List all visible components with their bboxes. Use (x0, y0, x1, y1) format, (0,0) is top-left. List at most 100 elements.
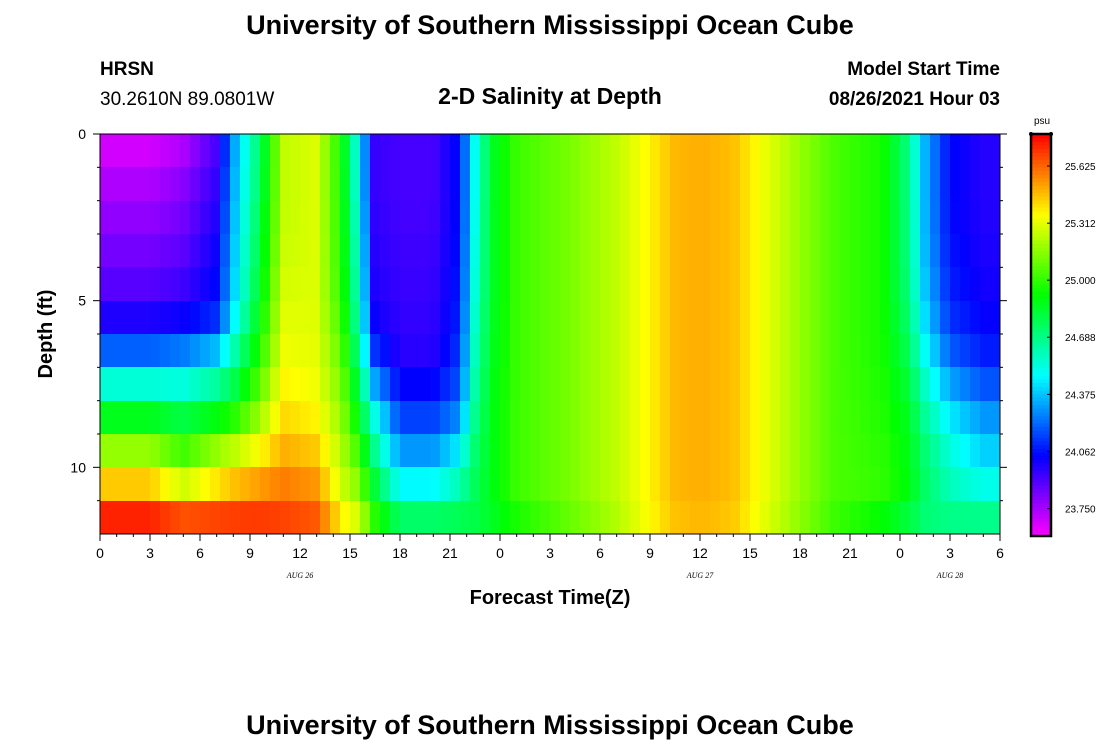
heatmap-cell (710, 501, 720, 534)
heatmap-cell (790, 234, 800, 267)
heatmap-cell (960, 167, 970, 201)
heatmap-cell (730, 167, 740, 201)
heatmap-cell (250, 234, 260, 267)
heatmap-cell (710, 167, 720, 201)
heatmap-cell (930, 134, 940, 167)
heatmap-cell (880, 134, 890, 167)
heatmap-cell (960, 134, 970, 167)
colorbar-swatch (1031, 477, 1051, 482)
colorbar-swatch (1031, 294, 1051, 300)
heatmap-cell (670, 367, 680, 401)
colorbar-swatch (1031, 371, 1051, 376)
heatmap-cell (300, 134, 310, 167)
heatmap-cell (100, 334, 110, 367)
heatmap-cell (650, 401, 660, 434)
heatmap-cell (170, 367, 180, 401)
colorbar-swatch (1031, 283, 1051, 289)
heatmap-cell (590, 134, 600, 167)
x-tick-label: 15 (342, 545, 358, 561)
x-tick-label: 6 (996, 545, 1004, 561)
heatmap-cell (920, 401, 930, 434)
heatmap-cell (130, 467, 140, 501)
heatmap-cell (150, 201, 160, 234)
heatmap-cell (150, 434, 160, 467)
heatmap-cell (140, 367, 150, 401)
heatmap-cell (480, 301, 490, 334)
heatmap-cell (210, 201, 220, 234)
heatmap-cell (800, 501, 810, 534)
heatmap-cell (570, 467, 580, 501)
heatmap-cell (200, 467, 210, 501)
heatmap-cell (970, 401, 980, 434)
heatmap-cell (500, 167, 510, 201)
heatmap-cell (740, 201, 750, 234)
heatmap-cell (720, 201, 730, 234)
heatmap-cell (350, 301, 360, 334)
heatmap-cell (100, 234, 110, 267)
heatmap-cell (360, 467, 370, 501)
heatmap-cell (400, 234, 410, 267)
heatmap-cell (300, 301, 310, 334)
heatmap-cell (480, 467, 490, 501)
heatmap-cell (890, 434, 900, 467)
heatmap-cell (940, 334, 950, 367)
heatmap-cell (130, 401, 140, 434)
heatmap-cell (400, 367, 410, 401)
heatmap-cell (600, 267, 610, 301)
heatmap-cell (270, 301, 280, 334)
heatmap-cell (340, 367, 350, 401)
heatmap-cell (270, 501, 280, 534)
heatmap-cell (810, 201, 820, 234)
heatmap-cell (500, 201, 510, 234)
heatmap-cell (480, 501, 490, 534)
colorbar-swatch (1031, 247, 1051, 252)
heatmap-cell (580, 167, 590, 201)
heatmap-cell (210, 401, 220, 434)
heatmap-cell (770, 234, 780, 267)
model-start-label: Model Start Time (847, 59, 1000, 80)
heatmap-cell (920, 167, 930, 201)
heatmap-cell (240, 267, 250, 301)
heatmap-cell (920, 267, 930, 301)
heatmap-cell (710, 401, 720, 434)
heatmap-cell (470, 501, 480, 534)
colorbar-swatch (1031, 269, 1051, 274)
heatmap-cell (120, 434, 130, 467)
heatmap-cell (280, 334, 290, 367)
colorbar-swatch (1031, 367, 1051, 373)
heatmap-cell (190, 467, 200, 501)
heatmap-cell (870, 367, 880, 401)
heatmap-cell (400, 401, 410, 434)
heatmap-cell (420, 201, 430, 234)
heatmap-cell (710, 267, 720, 301)
heatmap-cell (900, 267, 910, 301)
heatmap-cell (710, 301, 720, 334)
heatmap-cell (530, 501, 540, 534)
heatmap-cell (320, 334, 330, 367)
heatmap-cell (400, 334, 410, 367)
heatmap-cell (900, 234, 910, 267)
heatmap-cell (970, 134, 980, 167)
heatmap-cell (290, 201, 300, 234)
heatmap-cell (290, 401, 300, 434)
heatmap-cell (640, 134, 650, 167)
heatmap-cell (900, 467, 910, 501)
heatmap-cell (600, 134, 610, 167)
heatmap-cell (730, 367, 740, 401)
heatmap-cell (290, 467, 300, 501)
heatmap-cell (530, 334, 540, 367)
heatmap-cell (880, 334, 890, 367)
heatmap-cell (180, 434, 190, 467)
heatmap-cell (970, 467, 980, 501)
heatmap-cell (290, 434, 300, 467)
colorbar-swatch (1031, 254, 1051, 259)
heatmap-cell (510, 367, 520, 401)
heatmap-cell (630, 434, 640, 467)
heatmap-cell (830, 434, 840, 467)
heatmap-cell (140, 201, 150, 234)
heatmap-cell (100, 134, 110, 167)
heatmap-cell (290, 367, 300, 401)
heatmap-cell (470, 467, 480, 501)
colorbar-swatch (1031, 492, 1051, 497)
heatmap-cell (530, 134, 540, 167)
